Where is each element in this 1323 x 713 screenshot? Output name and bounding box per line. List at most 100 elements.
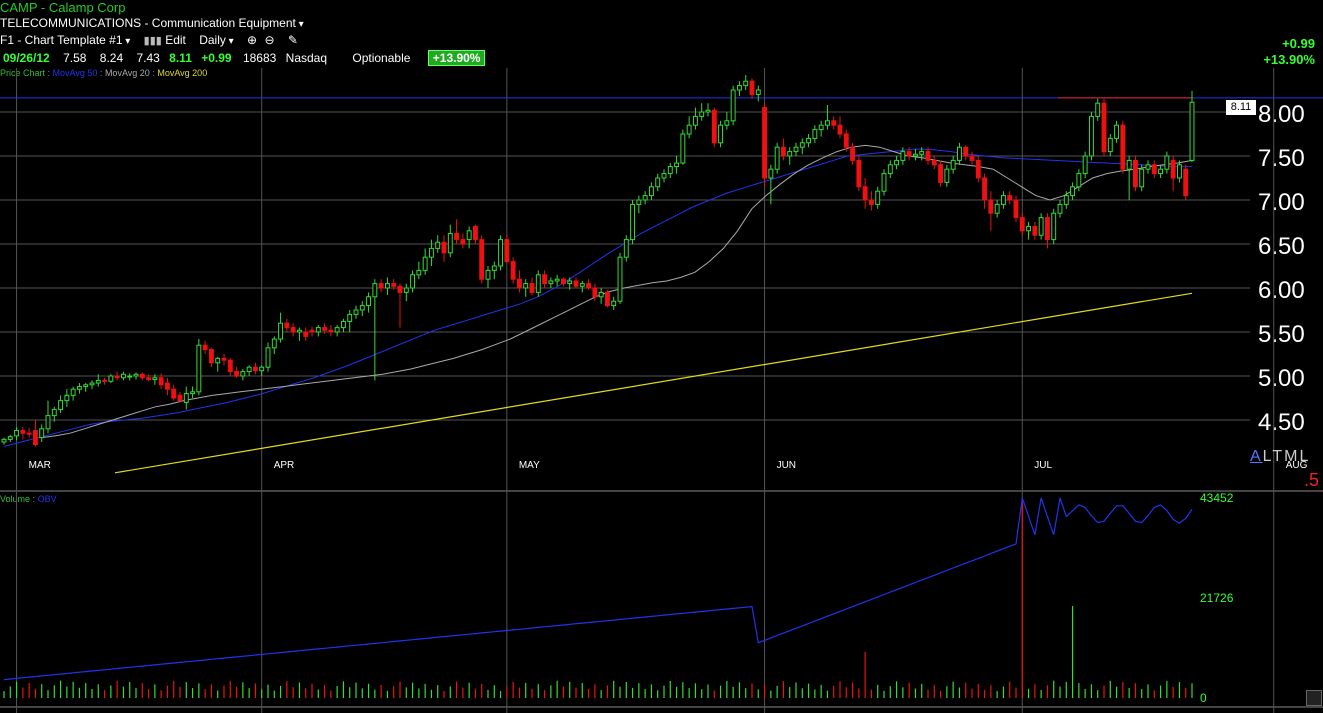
candle-body <box>548 280 554 285</box>
candle-body <box>799 142 805 148</box>
scale-l-button[interactable]: L <box>1262 448 1273 465</box>
candle-body <box>912 153 918 157</box>
candle-body <box>215 357 221 364</box>
candle-body <box>95 379 101 384</box>
candle-body <box>1114 124 1120 139</box>
period-dropdown[interactable]: Daily <box>199 33 233 47</box>
candle-body <box>491 265 497 271</box>
candle-body <box>1007 195 1013 201</box>
candle-body <box>328 329 334 333</box>
candle-body <box>661 173 667 179</box>
candle-body <box>1013 199 1019 219</box>
y-tick-label: 4.50 <box>1258 409 1305 436</box>
candle-body <box>428 247 434 258</box>
candle-body <box>58 400 64 410</box>
candle-body <box>1057 203 1063 214</box>
candle-body <box>76 386 82 390</box>
candle-body <box>1063 195 1069 205</box>
candle-body <box>604 291 610 307</box>
candle-body <box>102 379 108 382</box>
candle-body <box>686 124 692 135</box>
candle-body <box>158 377 164 386</box>
candle-body <box>183 393 189 403</box>
draw-tool-icon[interactable]: ✎ <box>287 33 298 47</box>
volume-tick-label: 43452 <box>1200 491 1234 505</box>
candle-body <box>843 133 849 148</box>
scale-l2-button[interactable]: L <box>1299 448 1311 465</box>
candle-body <box>460 239 466 245</box>
candle-body <box>227 359 233 373</box>
candle-body <box>127 375 133 378</box>
candle-body <box>240 371 246 377</box>
candle-body <box>1000 195 1006 205</box>
candle-body <box>309 329 315 333</box>
candle-body <box>1095 102 1101 117</box>
candle-body <box>516 278 522 289</box>
candle-body <box>1 438 7 443</box>
candle-body <box>674 162 680 168</box>
candle-body <box>1145 164 1151 170</box>
current-price-label: 8.11 <box>1226 100 1256 115</box>
candle-body <box>950 159 956 170</box>
candle-body <box>969 155 975 161</box>
resize-handle[interactable] <box>1306 690 1322 706</box>
candle-body <box>347 313 353 322</box>
candle-body <box>586 283 592 289</box>
candle-body <box>944 168 950 183</box>
scale-note: .5 <box>1304 470 1320 490</box>
candle-body <box>749 80 755 95</box>
candle-body <box>366 296 372 307</box>
obv-line <box>3 497 1193 681</box>
sector-dropdown[interactable]: TELECOMMUNICATIONS - Communication Equip… <box>0 16 304 30</box>
candle-body <box>900 151 906 161</box>
volume-legend: Volume : OBV <box>0 494 57 504</box>
candle-body <box>108 375 114 382</box>
candle-body <box>1082 155 1088 175</box>
quote-date: 09/26/12 <box>3 51 50 65</box>
candle-body <box>1101 102 1107 153</box>
candle-body <box>831 120 837 126</box>
candle-body <box>705 109 711 113</box>
edit-button[interactable]: ▮▮▮ Edit <box>143 33 186 47</box>
candle-body <box>982 177 988 201</box>
candle-body <box>856 159 862 188</box>
candle-body <box>862 186 868 201</box>
candle-body <box>177 394 183 402</box>
candle-body <box>208 349 214 364</box>
candle-body <box>271 338 277 349</box>
candle-body <box>793 146 799 153</box>
scale-m-button[interactable]: M <box>1284 448 1300 465</box>
candle-body <box>485 269 491 280</box>
volume-tick-label: 0 <box>1200 691 1207 705</box>
candle-body <box>1038 217 1044 236</box>
candle-body <box>1120 124 1126 170</box>
candle-body <box>26 432 32 435</box>
candle-body <box>806 137 812 144</box>
scale-a-button[interactable]: A <box>1250 448 1263 465</box>
candle-body <box>196 344 202 393</box>
candle-body <box>1183 168 1189 197</box>
candle-body <box>32 430 38 446</box>
candle-body <box>391 283 397 287</box>
quote-row: 09/26/12 7.58 8.24 7.43 8.11 +0.99 18683… <box>0 50 486 67</box>
template-dropdown[interactable]: F1 - Chart Template #1 <box>0 33 130 47</box>
candle-body <box>1088 115 1094 157</box>
candle-body <box>359 305 365 311</box>
zoom-in-icon[interactable]: ⊕ <box>247 33 258 47</box>
symbol-title[interactable]: CAMP - Calamp Corp <box>0 0 126 15</box>
candle-body <box>152 377 158 381</box>
scale-t-button[interactable]: T <box>1272 448 1285 465</box>
candle-body <box>906 151 912 157</box>
legend-price: Price Chart <box>0 68 46 78</box>
candle-body <box>692 115 698 126</box>
zoom-out-icon[interactable]: ⊖ <box>264 33 275 47</box>
ma200-line <box>114 292 1193 474</box>
candle-body <box>636 199 642 205</box>
candle-body <box>956 146 962 161</box>
candle-body <box>202 344 208 351</box>
y-tick-label: 6.00 <box>1258 277 1305 304</box>
candle-body <box>579 283 585 287</box>
quote-high: 8.24 <box>99 51 124 65</box>
candle-body <box>623 239 629 258</box>
